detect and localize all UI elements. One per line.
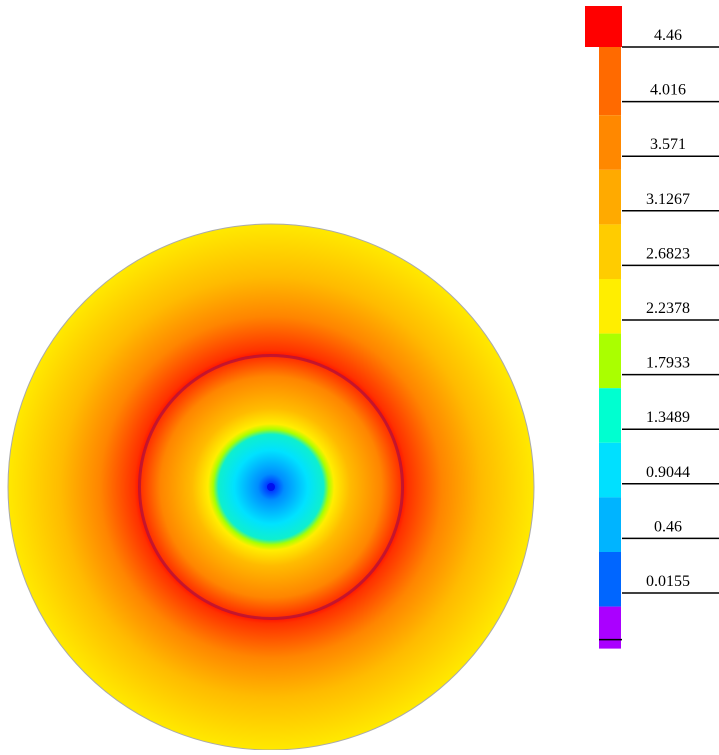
colorbar-swatch-6 [599,333,621,389]
colorbar-label: 2.2378 [646,300,690,317]
plot-area [7,223,535,751]
colorbar-label: 4.016 [650,82,686,99]
colorbar: 4.46 4.016 3.571 3.1267 2.6823 2.2378 1.7933 1.… [585,6,719,649]
colorbar-label: 0.0155 [646,573,690,590]
field-disc-plot [7,223,535,751]
colorbar-label: 0.46 [654,518,682,535]
center-point [267,483,275,491]
colorbar-swatch-3 [599,169,621,225]
colorbar-swatch-0 [585,6,622,47]
colorbar-swatch-9 [599,497,621,552]
colorbar-swatch-7 [599,388,621,443]
colorbar-label: 0.9044 [646,464,690,481]
colorbar-label: 1.3489 [646,409,690,426]
colorbar-swatch-2 [599,115,621,170]
colorbar-label: 4.46 [654,27,682,44]
colorbar-swatch-11 [599,606,621,649]
colorbar-swatch-4 [599,224,621,279]
colorbar-swatch-8 [599,442,621,498]
colorbar-legend: 4.46 4.016 3.571 3.1267 2.6823 2.2378 1.7933 1.… [580,0,719,750]
colorbar-label: 3.1267 [646,191,690,208]
colorbar-label: 3.571 [650,136,686,153]
colorbar-swatch-1 [599,47,621,116]
colorbar-label: 2.6823 [646,245,690,262]
peak-ring [138,354,404,620]
colorbar-swatch-10 [599,552,621,607]
colorbar-label: 1.7933 [646,355,690,372]
colorbar-swatch-5 [599,279,621,334]
